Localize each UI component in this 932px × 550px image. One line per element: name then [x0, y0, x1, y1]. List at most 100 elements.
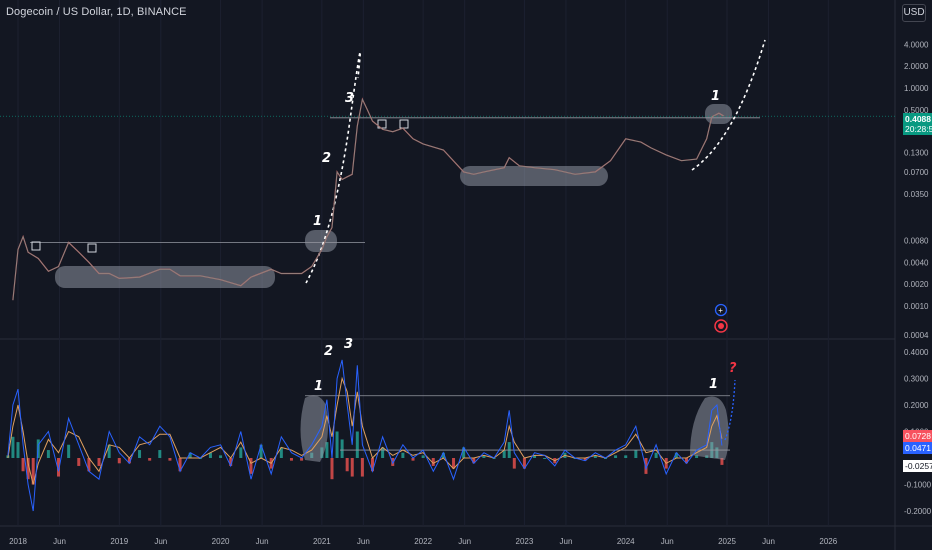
y-tick-label: 0.4000 [904, 348, 929, 357]
histogram-bar [31, 458, 35, 485]
y-tick-label: 0.0350 [904, 190, 929, 199]
histogram-bar [684, 458, 688, 464]
histogram-bar [67, 444, 71, 458]
histogram-bar [502, 450, 506, 458]
histogram-bar [77, 458, 81, 466]
wave-label: 3 [344, 337, 353, 352]
price-badge: 0.4088 20:28:53 [903, 113, 932, 135]
histogram-bar [117, 458, 121, 464]
x-tick-label: Jun [458, 537, 471, 546]
x-tick-label: 2021 [313, 537, 331, 546]
marker-box [399, 119, 409, 129]
x-tick-label: 2023 [516, 537, 534, 546]
alert-icon-dot [718, 323, 724, 329]
price-badge-countdown: 20:28:53 [905, 124, 932, 134]
breakout-highlight [305, 230, 337, 252]
histogram-bar [720, 458, 724, 465]
histogram-bar [279, 447, 283, 458]
histogram-bar [208, 452, 212, 458]
histogram-bar [340, 439, 344, 458]
x-tick-label: Jun [53, 537, 66, 546]
y-tick-label: 0.2000 [904, 401, 929, 410]
y-tick-label: -0.1000 [904, 481, 932, 490]
histogram-bar [178, 458, 182, 472]
histogram-bar [97, 458, 101, 466]
histogram-bar [138, 450, 142, 458]
upper-highlights [30, 39, 766, 288]
histogram-bar [188, 452, 192, 458]
histogram-bar [16, 442, 20, 458]
histogram-bar [472, 458, 476, 464]
x-tick-label: 2019 [110, 537, 128, 546]
histogram-bar [411, 458, 415, 461]
wave-label: 1 [711, 89, 720, 104]
histogram-bar [614, 455, 618, 458]
histogram-bar [360, 458, 364, 477]
macd-line [7, 359, 723, 512]
histogram-bar [229, 458, 233, 466]
histogram-bar [330, 458, 334, 480]
histogram-bar [168, 458, 172, 461]
y-tick-label: 1.0000 [904, 84, 929, 93]
histogram-bar [381, 447, 385, 458]
histogram-bar [401, 452, 405, 458]
series-group [0, 97, 895, 512]
wave-label: 1 [314, 379, 323, 394]
price-line-overlay [12, 98, 725, 301]
wave-label: 2 [322, 151, 331, 166]
histogram-bar [289, 458, 293, 461]
histogram-bar [452, 458, 456, 469]
histogram-bar [533, 455, 537, 458]
signal-badge: 0.0728 [903, 430, 932, 442]
histogram-bar [624, 455, 628, 458]
histogram-bar [355, 431, 359, 458]
y-tick-label: 0.0020 [904, 280, 929, 289]
x-tick-label: 2025 [718, 537, 736, 546]
y-tick-label: 2.0000 [904, 62, 929, 71]
parabolic-curve [691, 39, 766, 171]
histogram-bar [583, 458, 587, 461]
range-highlight [460, 166, 608, 186]
momentum-highlight [300, 395, 328, 462]
y-tick-label: 0.1300 [904, 148, 929, 157]
histogram-bar [335, 431, 339, 458]
x-tick-label: Jun [560, 537, 573, 546]
plus-icon[interactable] [714, 303, 728, 317]
histogram-bar [107, 444, 111, 458]
y-tick-label: 0.5000 [904, 106, 929, 115]
y-tick-label: 0.0080 [904, 236, 929, 245]
histogram-bar [249, 458, 253, 474]
x-tick-label: 2024 [617, 537, 635, 546]
wave-label: 1 [709, 377, 718, 392]
histogram-bar [158, 450, 162, 458]
macd-badge: 0.0471 [903, 442, 932, 454]
range-highlight [55, 266, 275, 288]
histogram-bar [21, 458, 25, 472]
histogram-bar [46, 450, 50, 458]
axis-ticks: 2018 Jun 2019 Jun 2020 Jun 2021 Jun 2022 Jun 2023 J… [9, 40, 932, 546]
histogram-bar [654, 452, 658, 458]
y-tick-label: 0.3000 [904, 375, 929, 384]
currency-button[interactable]: USD [902, 4, 926, 22]
histogram [6, 431, 724, 485]
x-tick-label: 2026 [819, 537, 837, 546]
histogram-bar [350, 458, 354, 477]
marker-box [377, 119, 387, 129]
histogram-bar [462, 447, 466, 458]
wave-label: 1 [313, 214, 322, 229]
y-tick-label: 0.0040 [904, 258, 929, 267]
wave-label: 3 [345, 91, 354, 106]
histogram-bar [512, 458, 516, 469]
y-tick-label: -0.2000 [904, 507, 932, 516]
wave-labels: 123 112 31? [313, 89, 737, 394]
chart-title: Dogecoin / US Dollar, 1D, BINANCE [6, 6, 187, 18]
x-tick-label: 2018 [9, 537, 27, 546]
histogram-bar [148, 458, 152, 461]
question-mark: ? [729, 361, 737, 376]
histogram-bar [325, 442, 329, 458]
histogram-bar [371, 458, 374, 472]
x-tick-label: 2022 [414, 537, 432, 546]
x-tick-label: Jun [256, 537, 269, 546]
histogram-bar [593, 455, 597, 458]
